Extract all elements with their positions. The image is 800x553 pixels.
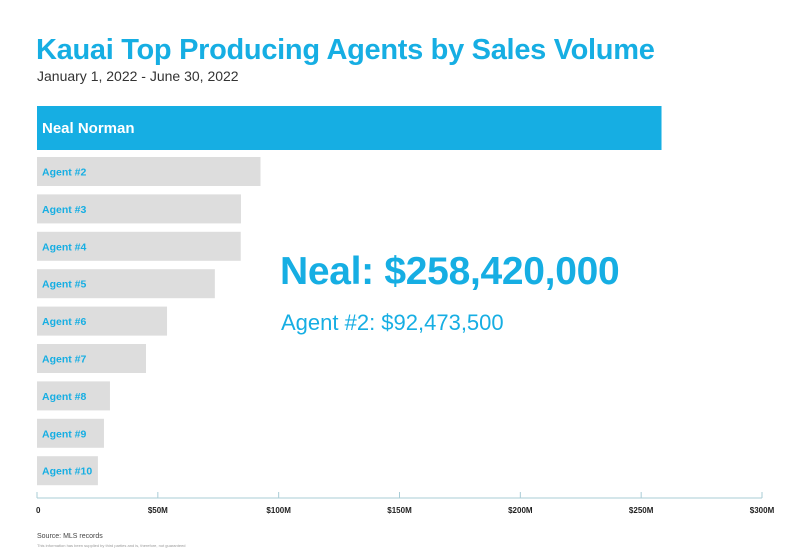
callout-top-agent: Neal: $258,420,000 [280, 250, 620, 293]
chart-title: Kauai Top Producing Agents by Sales Volu… [36, 34, 655, 66]
bar-label: Agent #9 [42, 428, 87, 440]
x-tick-label: 0 [36, 506, 41, 515]
bar-label: Agent #3 [42, 204, 87, 216]
bar-agent-10 [37, 456, 98, 486]
bar-label: Agent #10 [42, 466, 92, 478]
bar-label: Agent #7 [42, 354, 87, 366]
bar-label: Agent #8 [42, 391, 87, 403]
bar-agent-7 [37, 344, 146, 373]
bar-agent-2 [37, 157, 261, 186]
bar-agent-5 [37, 269, 215, 299]
x-tick-label: $150M [387, 506, 412, 515]
x-tick-label: $200M [508, 506, 533, 515]
bar-agent-6 [37, 306, 168, 336]
bar-label: Agent #5 [42, 279, 87, 291]
source-note: Source: MLS records [37, 533, 103, 540]
bar-agent-4 [37, 231, 241, 261]
bars-group: Neal Norman Agent #2 Agent #3 Agent #4 Agent… [37, 106, 662, 486]
bar-label: Agent #4 [42, 241, 87, 253]
bar-neal-norman [37, 106, 662, 150]
chart-subtitle: January 1, 2022 - June 30, 2022 [37, 68, 239, 84]
bar-agent-8 [37, 381, 110, 411]
x-tick-label: $250M [629, 506, 654, 515]
bar-agent-9 [37, 418, 104, 448]
disclaimer-note: This information has been supplied by th… [37, 543, 186, 548]
x-axis: 0 $50M $100M $150M $200M $250M $300M [36, 492, 775, 515]
bar-label: Neal Norman [42, 120, 135, 137]
bar-label: Agent #2 [42, 167, 87, 179]
x-tick-label: $300M [750, 506, 775, 515]
x-tick-label: $50M [148, 506, 168, 515]
bar-agent-3 [37, 194, 241, 224]
x-tick-label: $100M [266, 506, 291, 515]
callout-second-agent: Agent #2: $92,473,500 [281, 310, 504, 335]
bar-label: Agent #6 [42, 316, 87, 328]
